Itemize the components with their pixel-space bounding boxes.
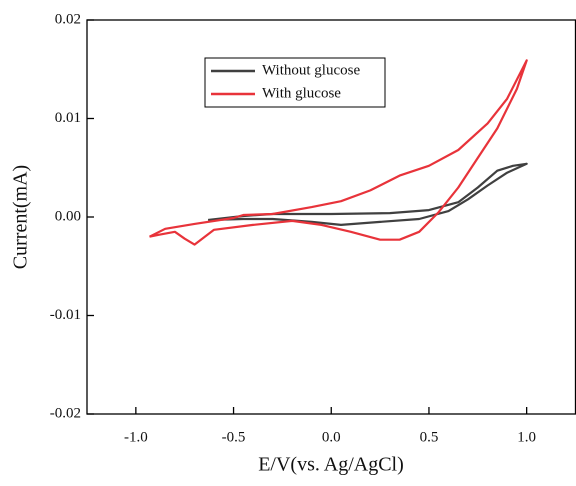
- y-tick-label: 0.02: [55, 11, 81, 27]
- x-tick-label: -1.0: [124, 429, 148, 445]
- series-line: [207, 162, 528, 226]
- legend-label: With glucose: [262, 85, 341, 101]
- y-tick-label: -0.01: [50, 307, 81, 323]
- x-axis-label: E/V(vs. Ag/AgCl): [258, 454, 404, 476]
- x-tick-label: -0.5: [222, 429, 246, 445]
- series-line: [149, 59, 528, 246]
- x-tick-label: 0.5: [420, 429, 439, 445]
- y-tick-label: 0.00: [55, 208, 81, 224]
- x-tick-label: 1.0: [517, 429, 536, 445]
- y-tick-label: -0.02: [50, 405, 81, 421]
- legend-label: Without glucose: [262, 62, 360, 78]
- x-tick-label: 0.0: [322, 429, 341, 445]
- y-tick-label: 0.01: [55, 110, 81, 126]
- y-axis-label: Current(mA): [10, 165, 32, 269]
- legend: Without glucose With glucose: [204, 57, 386, 108]
- legend-box: [204, 57, 386, 108]
